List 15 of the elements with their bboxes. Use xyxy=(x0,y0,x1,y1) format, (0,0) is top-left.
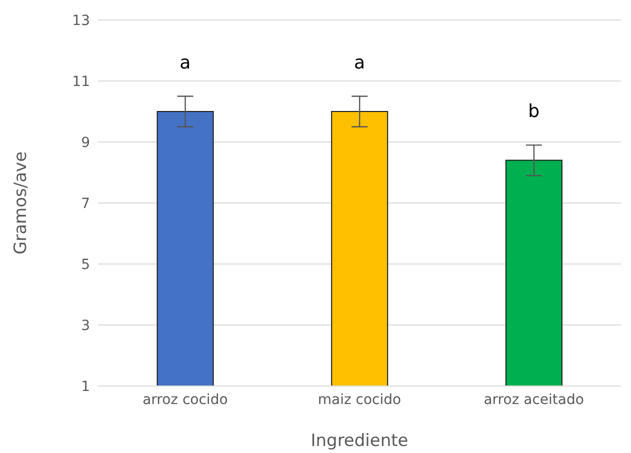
y-tick-label: 13 xyxy=(72,12,90,29)
annotation: a xyxy=(354,52,366,74)
annotation: a xyxy=(180,52,191,74)
y-tick-label: 3 xyxy=(81,318,90,334)
x-tick-label: arroz aceitado xyxy=(484,392,584,408)
y-tick-label: 7 xyxy=(81,196,90,212)
y-tick-label: 5 xyxy=(81,256,90,273)
y-axis-title: Gramos/ave xyxy=(11,151,32,255)
x-tick-label: maiz cocido xyxy=(318,392,402,408)
x-tick-label: arroz cocido xyxy=(142,392,228,408)
y-tick-label: 9 xyxy=(81,134,90,151)
x-axis-title: Ingrediente xyxy=(310,431,408,451)
annotation: b xyxy=(528,101,540,122)
y-tick-label: 1 xyxy=(81,378,90,395)
y-tick-label: 11 xyxy=(72,74,90,90)
